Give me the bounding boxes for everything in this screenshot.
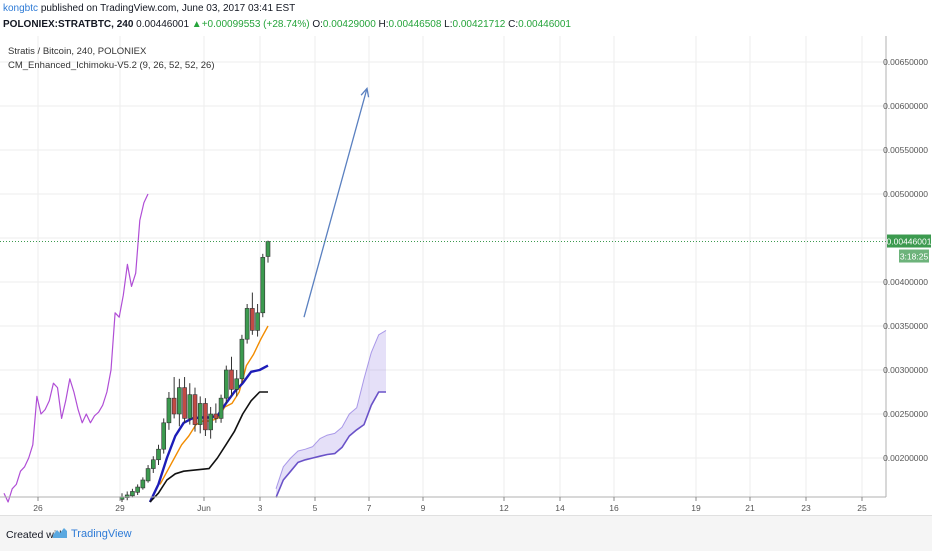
price-tick-label: 0.00550000 xyxy=(883,145,928,155)
time-tick-label: 25 xyxy=(857,503,867,513)
last-price-tag-label: 0.00446001 xyxy=(887,237,932,247)
price-axis[interactable]: 0.00650000 0.00600000 0.00550000 0.00500000… xyxy=(883,57,928,463)
candle-body xyxy=(192,394,198,425)
candle-body xyxy=(156,448,161,461)
price-tags: 0.00446001 3:18:25 xyxy=(0,234,932,263)
price-change: +0.00099553 (+28.74%) xyxy=(201,19,310,30)
price-tick-label: 0.00650000 xyxy=(883,57,928,67)
candle-body xyxy=(203,403,208,431)
close-label: C: xyxy=(508,19,519,30)
candle-body xyxy=(229,369,234,390)
projection-arrow-line xyxy=(303,88,368,318)
projection-arrow-head xyxy=(360,86,370,98)
time-tick-label: 9 xyxy=(421,503,426,513)
candle-body xyxy=(150,459,156,469)
grid-lines xyxy=(0,36,886,497)
published-text: published on TradingView.com, June 03, 2… xyxy=(40,3,296,14)
kijun-sen-line xyxy=(148,364,269,503)
time-axis[interactable]: 26 29 Jun 3 5 7 9 12 14 16 19 21 23 25 xyxy=(33,497,867,513)
countdown-tag xyxy=(899,249,929,263)
time-tick-label: 26 xyxy=(33,503,43,513)
publish-line: kongbtc published on TradingView.com, Ju… xyxy=(3,3,295,14)
candle-body xyxy=(140,479,146,489)
tradingview-logo-icon[interactable] xyxy=(52,526,68,540)
time-tick-label: 16 xyxy=(609,503,619,513)
candle-body xyxy=(177,387,182,415)
candles xyxy=(119,240,271,502)
price-tick-label: 0.00600000 xyxy=(883,101,928,111)
footer: Created with TradingView xyxy=(0,515,932,551)
tenkan-sen-line xyxy=(159,325,269,485)
candle-body xyxy=(171,397,177,415)
indicator-lines xyxy=(3,193,269,503)
low-value: 0.00421712 xyxy=(452,19,506,30)
time-tick-label: Jun xyxy=(197,503,211,513)
candle-body xyxy=(135,486,140,493)
low-label: L: xyxy=(444,19,453,30)
candle-body xyxy=(250,308,255,331)
change-arrow-icon: ▲ xyxy=(191,19,202,30)
symbol-label: POLONIEX:STRATBTC, 240 xyxy=(3,19,134,30)
close-value: 0.00446001 xyxy=(518,19,571,30)
candle-body xyxy=(166,397,172,424)
candle-body xyxy=(239,338,245,380)
last-price: 0.00446001 xyxy=(136,19,190,30)
indicator-legend[interactable]: CM_Enhanced_Ichimoku-V5.2 (9, 26, 52, 52… xyxy=(8,60,215,71)
candle-body xyxy=(260,257,266,314)
symbol-line: POLONIEX:STRATBTC, 240 0.00446001 ▲+0.00… xyxy=(3,19,571,30)
ichimoku-cloud xyxy=(275,329,387,498)
time-tick-label: 14 xyxy=(555,503,565,513)
senkou-span-a-line xyxy=(275,329,387,489)
leading-baseline-line xyxy=(149,391,268,503)
time-tick-label: 3 xyxy=(258,503,263,513)
time-tick-label: 21 xyxy=(745,503,755,513)
series-legend[interactable]: Stratis / Bitcoin, 240, POLONIEX xyxy=(8,46,147,57)
cloud-fill xyxy=(276,330,386,498)
chart-header: kongbtc published on TradingView.com, Ju… xyxy=(0,0,932,36)
last-price-tag xyxy=(887,234,931,248)
time-tick-label: 29 xyxy=(115,503,125,513)
chikou-span-line xyxy=(3,193,149,503)
price-tick-label: 0.00350000 xyxy=(883,321,928,331)
candle-body xyxy=(218,397,224,419)
open-label: O: xyxy=(312,19,323,30)
price-tick-label: 0.00250000 xyxy=(883,409,928,419)
tradingview-brand-link[interactable]: TradingView xyxy=(71,528,132,540)
candle-body xyxy=(182,387,187,419)
high-label: H: xyxy=(378,19,389,30)
candle-body xyxy=(255,312,260,331)
countdown-tag-label: 3:18:25 xyxy=(900,252,929,262)
candle-body xyxy=(213,413,219,419)
senkou-span-b-line xyxy=(275,391,386,498)
time-tick-label: 7 xyxy=(367,503,372,513)
candle-body xyxy=(187,394,193,419)
candle-body xyxy=(161,422,167,450)
price-tick-label: 0.00400000 xyxy=(883,277,928,287)
price-tick-label: 0.00300000 xyxy=(883,365,928,375)
author-link[interactable]: kongbtc xyxy=(3,3,39,14)
candle-body xyxy=(130,491,135,497)
candle-body xyxy=(197,403,203,425)
price-tick-label: 0.00200000 xyxy=(883,453,928,463)
time-tick-label: 19 xyxy=(691,503,701,513)
time-tick-label: 5 xyxy=(313,503,318,513)
time-tick-label: 12 xyxy=(499,503,509,513)
price-chart[interactable]: 0.00650000 0.00600000 0.00550000 0.00500000… xyxy=(0,36,932,514)
high-value: 0.00446508 xyxy=(388,19,442,30)
projection-arrow[interactable] xyxy=(303,86,370,318)
candle-body xyxy=(234,378,240,390)
candle-body xyxy=(208,413,213,431)
candle-body xyxy=(223,369,229,399)
candle-body xyxy=(145,468,151,482)
price-tick-label: 0.00500000 xyxy=(883,189,928,199)
open-value: 0.00429000 xyxy=(322,19,376,30)
candle-body xyxy=(265,241,271,257)
time-tick-label: 23 xyxy=(801,503,811,513)
candle-body xyxy=(124,494,130,498)
created-with-label: Created with xyxy=(6,529,65,541)
candle-body xyxy=(244,308,250,340)
